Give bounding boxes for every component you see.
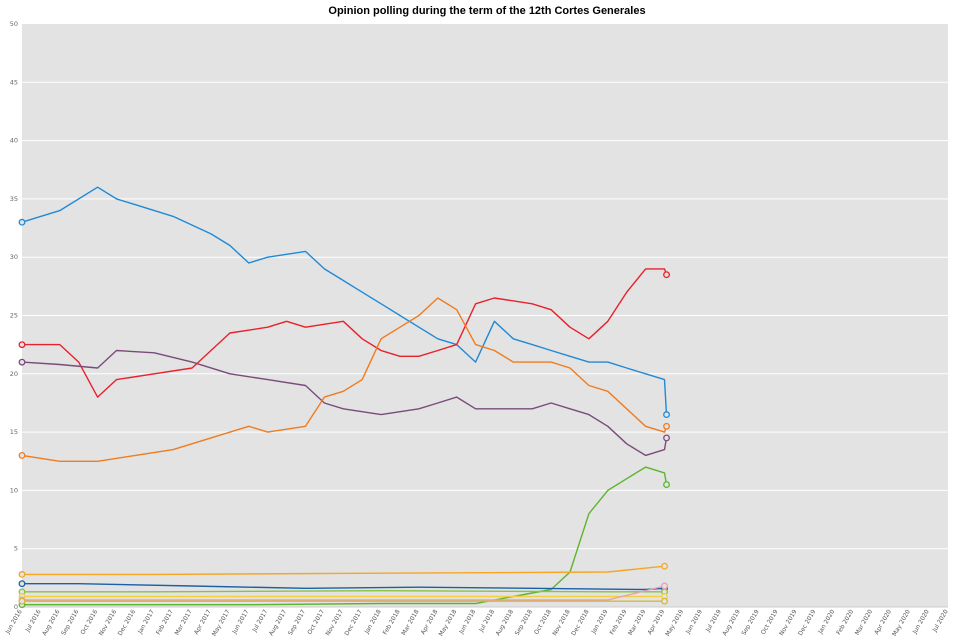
series-line-7 (22, 590, 665, 593)
x-tick-label: Jan 2020 (817, 608, 837, 635)
x-tick-label: Aug 2017 (268, 608, 289, 637)
x-tick-label: Jan 2017 (136, 608, 156, 635)
x-tick-label: Nov 2016 (98, 608, 119, 637)
x-tick-label: Apr 2017 (193, 608, 213, 636)
x-tick-label: Sep 2018 (514, 608, 534, 636)
x-tick-label: Mar 2020 (854, 608, 874, 636)
series-start-marker (18, 597, 26, 605)
series-start-marker (18, 358, 26, 366)
series-line-5 (22, 565, 665, 576)
grid-lines (22, 81, 948, 608)
x-tick-label: Jun 2016 (4, 608, 24, 636)
y-tick-label: 20 (10, 370, 18, 378)
series-line-3 (21, 297, 668, 462)
series-start-marker (18, 570, 26, 578)
y-tick-label: 5 (14, 545, 18, 553)
series-line-2 (21, 349, 668, 457)
x-tick-label: Nov 2018 (551, 608, 572, 637)
x-tick-label: Aug 2018 (495, 608, 516, 637)
x-tick-label: May 2020 (891, 608, 912, 637)
x-tick-label: Nov 2017 (324, 608, 345, 637)
x-tick-label: Oct 2017 (306, 608, 326, 636)
y-tick-label: 35 (10, 195, 18, 203)
x-tick-label: Jul 2019 (704, 608, 723, 634)
x-tick-label: Jan 2019 (590, 608, 610, 635)
x-tick-label: Mar 2017 (174, 608, 194, 636)
x-tick-label: Dec 2017 (343, 608, 364, 637)
x-tick-label: Dec 2018 (570, 608, 591, 637)
x-tick-label: Sep 2019 (740, 608, 760, 636)
x-tick-label: Oct 2019 (760, 608, 780, 636)
series-end-marker (663, 481, 670, 489)
x-tick-label: Aug 2019 (721, 608, 742, 637)
x-tick-label: Apr 2018 (420, 608, 440, 636)
x-tick-label: Apr 2019 (646, 608, 666, 636)
series-end-markers (18, 218, 670, 609)
x-tick-label: Dec 2016 (117, 608, 138, 637)
series-lines (21, 186, 668, 606)
y-tick-label: 50 (10, 20, 18, 28)
x-tick-label: May 2018 (438, 608, 459, 637)
x-tick-label: Mar 2019 (627, 608, 647, 636)
y-tick-label: 25 (10, 312, 18, 320)
x-tick-label: Jul 2016 (24, 608, 43, 634)
series-start-marker (18, 341, 26, 349)
series-start-marker (18, 218, 26, 226)
x-tick-label: May 2017 (211, 608, 232, 637)
x-tick-label: Nov 2019 (778, 608, 799, 637)
x-tick-label: Feb 2019 (608, 608, 628, 636)
chart-title: Opinion polling during the term of the 1… (328, 5, 645, 17)
x-tick-label: Jun 2020 (911, 608, 931, 636)
series-end-marker (661, 597, 668, 605)
y-tick-label: 10 (10, 486, 18, 494)
series-start-marker (18, 451, 26, 459)
series-line-9 (22, 585, 665, 601)
x-tick-label: Jun 2019 (684, 608, 704, 636)
series-end-marker (661, 562, 668, 570)
x-tick-label: May 2019 (664, 608, 685, 637)
x-tick-label: Oct 2016 (79, 608, 99, 636)
series-line-0 (21, 186, 668, 415)
y-tick-label: 15 (10, 428, 18, 436)
y-tick-label: 0 (14, 603, 18, 611)
series-end-marker (663, 271, 670, 279)
x-tick-label: Aug 2016 (41, 608, 62, 637)
x-tick-label: Apr 2020 (873, 608, 893, 636)
series-end-marker (661, 582, 668, 590)
x-tick-label: Jul 2017 (251, 608, 270, 634)
series-start-marker (18, 580, 26, 588)
x-tick-label: Oct 2018 (533, 608, 553, 636)
y-tick-label: 30 (10, 253, 18, 261)
y-tick-label: 45 (10, 78, 18, 86)
x-tick-label: Jun 2017 (231, 608, 251, 636)
x-tick-label: Dec 2019 (797, 608, 818, 637)
series-line-4 (22, 466, 668, 606)
x-tick-label: Jan 2018 (363, 608, 383, 635)
y-axis: 0 5 10 15 20 25 30 35 40 45 50 (10, 20, 18, 611)
x-tick-label: Feb 2020 (835, 608, 855, 636)
series-end-marker (663, 422, 670, 430)
x-tick-label: Jun 2018 (457, 608, 477, 636)
series-line-1 (22, 268, 668, 398)
series-line-6 (22, 583, 665, 591)
x-tick-label: Jul 2020 (931, 608, 950, 634)
x-tick-label: Sep 2016 (60, 608, 80, 636)
x-tick-label: Mar 2018 (400, 608, 420, 636)
x-tick-label: Feb 2017 (155, 608, 175, 636)
x-tick-label: Jul 2018 (477, 608, 496, 634)
x-tick-label: Feb 2018 (382, 608, 402, 636)
series-end-marker (663, 411, 670, 419)
y-tick-label: 40 (10, 137, 18, 145)
x-tick-label: Sep 2017 (287, 608, 307, 636)
series-end-marker (663, 434, 670, 442)
